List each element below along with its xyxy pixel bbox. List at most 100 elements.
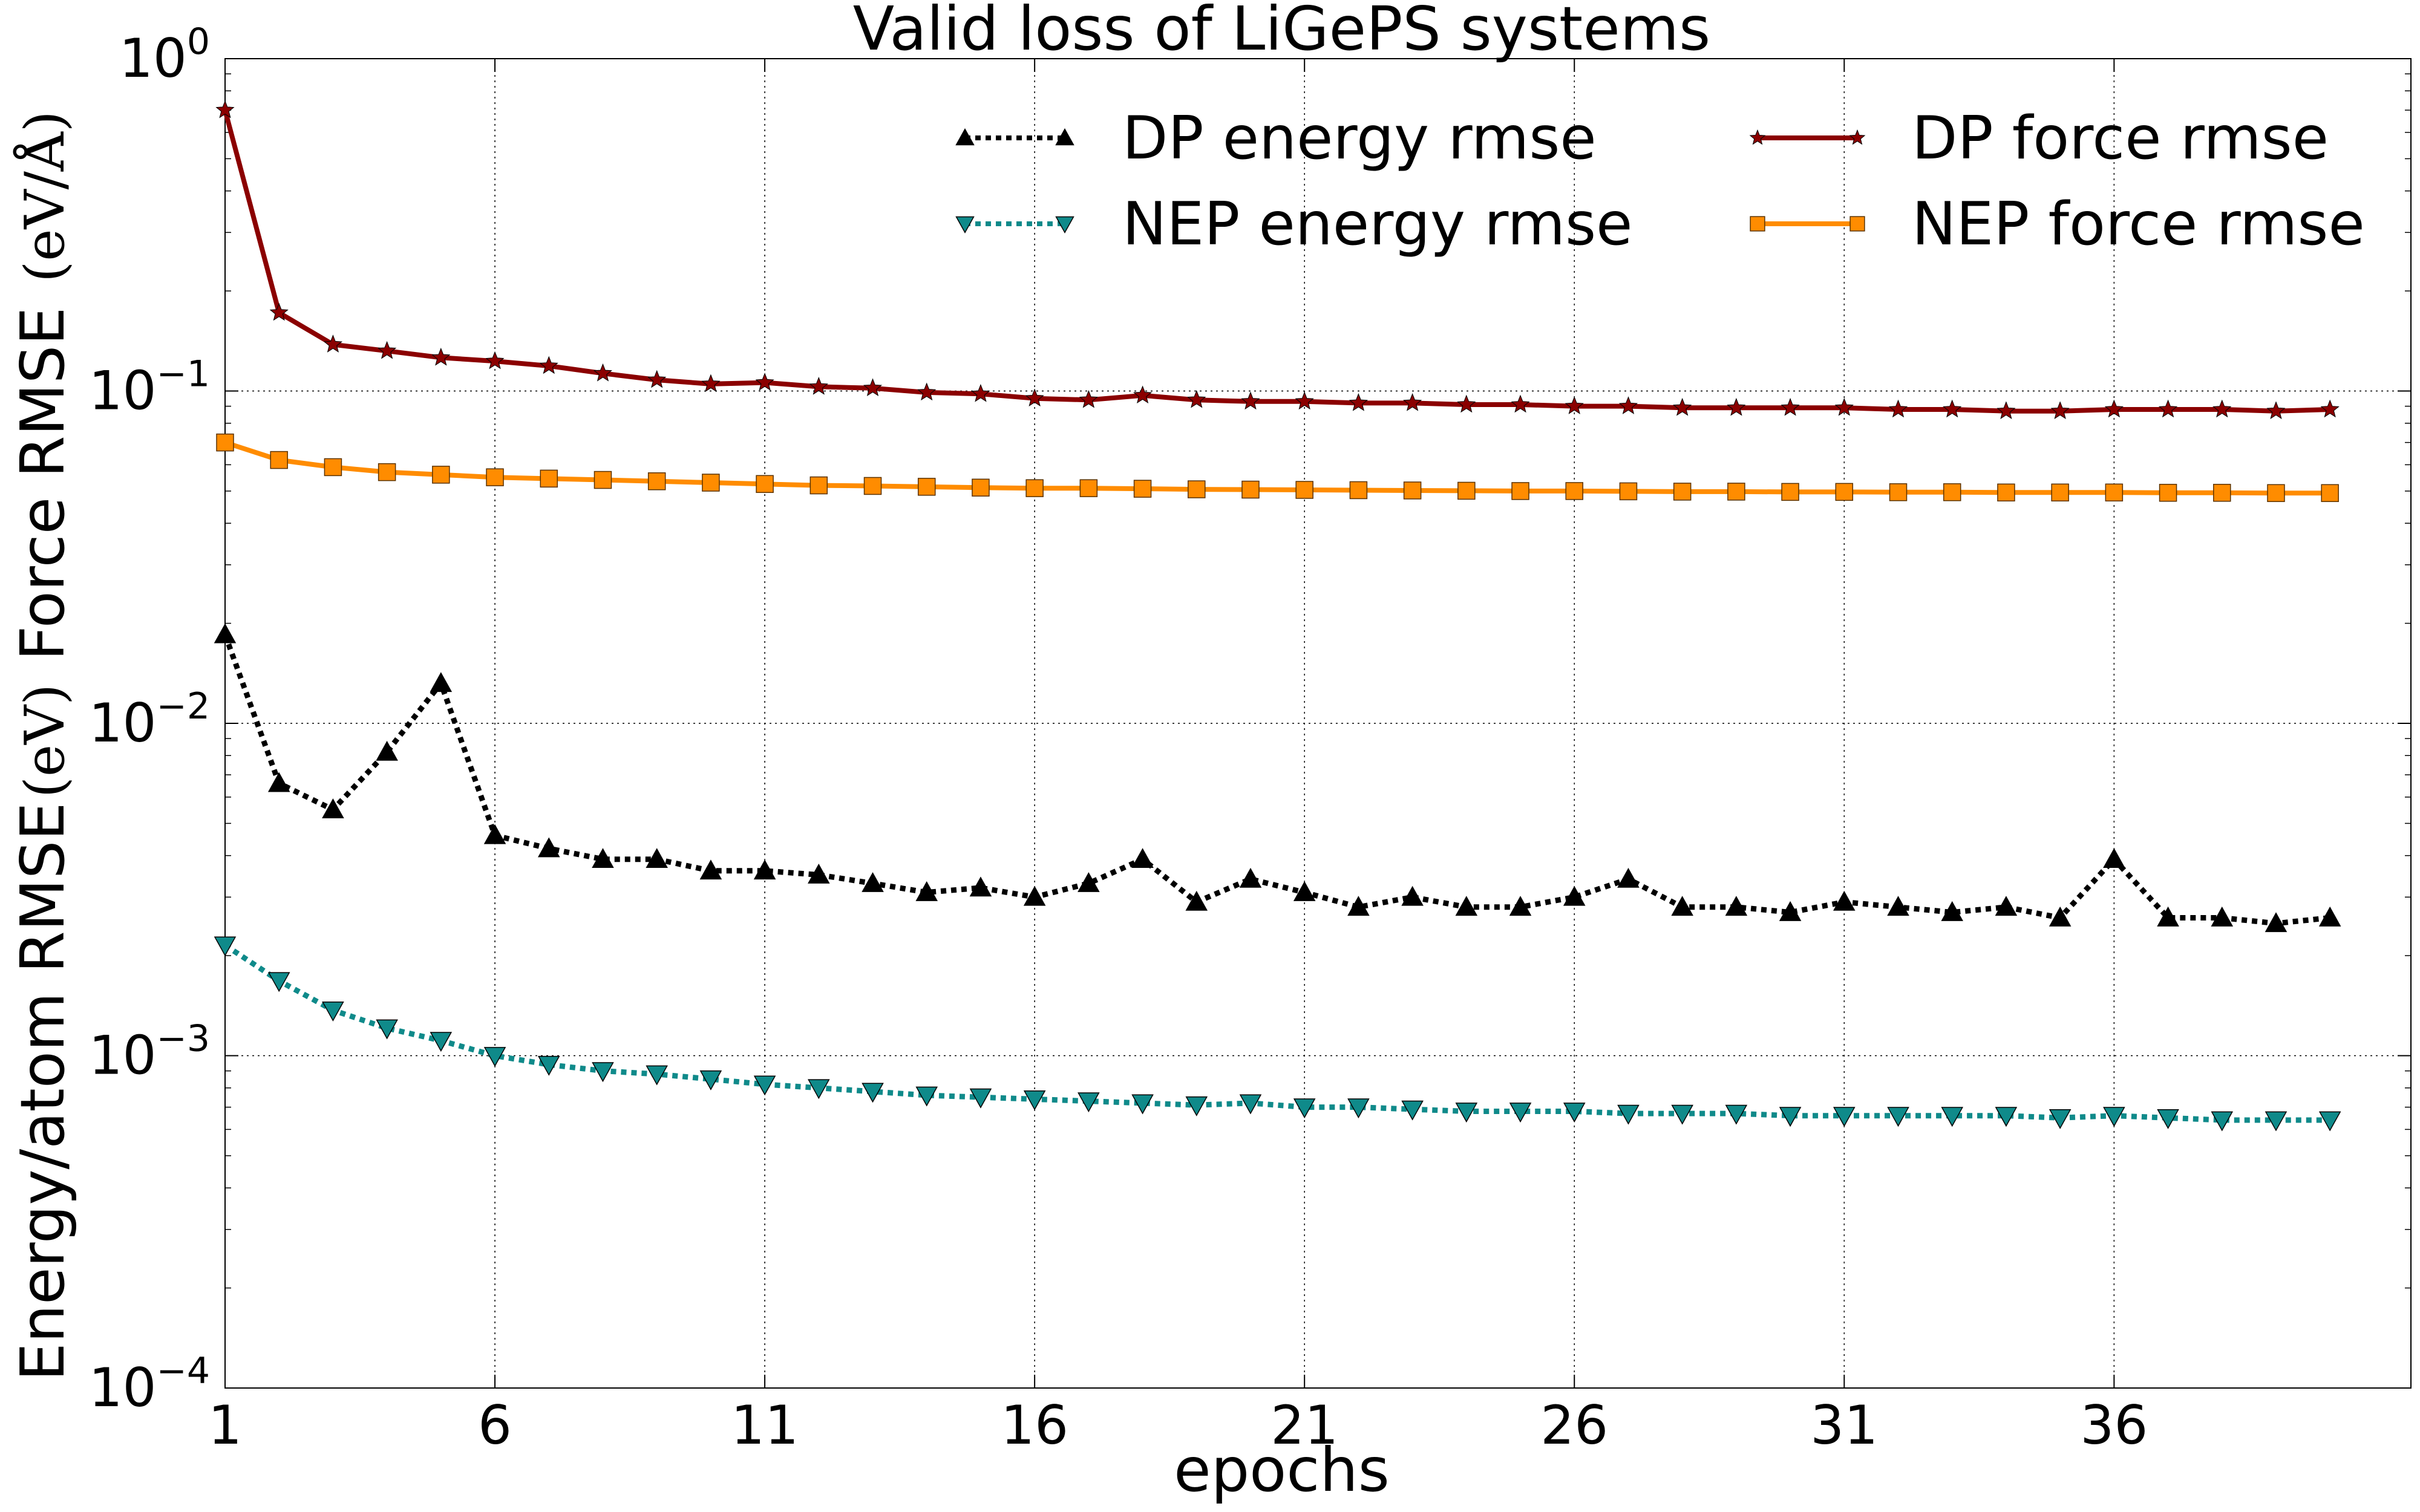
data-point bbox=[1023, 885, 1046, 906]
data-point bbox=[1079, 389, 1098, 408]
data-point bbox=[1455, 1103, 1478, 1123]
series-dp-force-rmse bbox=[215, 100, 2340, 420]
data-point bbox=[483, 1047, 506, 1067]
legend-label: DP energy rmse bbox=[1122, 104, 1597, 173]
data-point bbox=[1779, 901, 1802, 921]
data-point bbox=[915, 881, 938, 901]
data-point bbox=[2318, 906, 2341, 927]
data-point bbox=[2265, 912, 2288, 933]
x-axis-title: epochs bbox=[1174, 1435, 1390, 1505]
data-point bbox=[1131, 1094, 1154, 1115]
legend-marker bbox=[1055, 128, 1074, 146]
data-point bbox=[1941, 901, 1963, 921]
data-point bbox=[972, 478, 990, 497]
data-point bbox=[809, 377, 828, 395]
data-point bbox=[1725, 1104, 1748, 1125]
legend-item: NEP energy rmse bbox=[955, 190, 1632, 259]
data-point bbox=[862, 872, 884, 892]
legend-item: NEP force rmse bbox=[1750, 190, 2365, 259]
data-point bbox=[701, 374, 721, 393]
data-point bbox=[1835, 483, 1854, 501]
data-point bbox=[378, 463, 396, 481]
data-point bbox=[1511, 482, 1529, 500]
data-point bbox=[2103, 1107, 2125, 1127]
data-point bbox=[215, 100, 235, 119]
data-point bbox=[1833, 1107, 1856, 1127]
data-point bbox=[2211, 1111, 2234, 1132]
data-point bbox=[1996, 401, 2016, 420]
data-point bbox=[376, 740, 398, 761]
data-point bbox=[2050, 401, 2070, 420]
data-point bbox=[646, 848, 668, 868]
data-point bbox=[1457, 394, 1476, 413]
y-tick-label: 10−3 bbox=[89, 1018, 210, 1087]
series-dp-energy-rmse bbox=[214, 623, 2341, 933]
data-point bbox=[1133, 385, 1153, 404]
data-point bbox=[1455, 896, 1478, 916]
y-axis-label-energy: Energy/atom RMSE bbox=[7, 802, 78, 1381]
data-point bbox=[1833, 890, 1856, 911]
data-point bbox=[1673, 397, 1692, 416]
data-point bbox=[1079, 479, 1098, 497]
data-point bbox=[1887, 896, 1909, 916]
data-point bbox=[323, 334, 343, 353]
data-point bbox=[1563, 1103, 1586, 1123]
data-point bbox=[1888, 399, 1908, 418]
data-point bbox=[1997, 483, 2015, 502]
data-point bbox=[269, 302, 289, 321]
data-point bbox=[2320, 399, 2340, 418]
legend-item: DP force rmse bbox=[1749, 104, 2329, 173]
legend-item: DP energy rmse bbox=[955, 104, 1597, 173]
legend-marker bbox=[1750, 216, 1765, 232]
data-point bbox=[2321, 484, 2339, 503]
data-point bbox=[483, 824, 506, 844]
data-point bbox=[1025, 479, 1044, 497]
data-point bbox=[1187, 389, 1206, 408]
data-point bbox=[324, 458, 342, 477]
data-point bbox=[267, 772, 290, 792]
data-point bbox=[1725, 896, 1748, 916]
data-point bbox=[755, 373, 774, 391]
data-point bbox=[432, 466, 450, 484]
data-point bbox=[2105, 483, 2124, 502]
data-point bbox=[971, 383, 990, 402]
x-tick-label: 16 bbox=[1001, 1394, 1068, 1456]
x-tick-label: 11 bbox=[731, 1394, 799, 1456]
data-point bbox=[862, 1083, 884, 1103]
data-point bbox=[1617, 1104, 1640, 1125]
data-point bbox=[809, 476, 828, 495]
data-point bbox=[969, 876, 992, 897]
data-point bbox=[594, 471, 612, 489]
x-tick-label: 26 bbox=[1540, 1394, 1608, 1456]
x-tick-label: 31 bbox=[1810, 1394, 1878, 1456]
data-point bbox=[1781, 397, 1800, 416]
y-axis-label-force: Force RMSE bbox=[7, 307, 78, 661]
data-point bbox=[378, 341, 397, 359]
legend-marker bbox=[1849, 129, 1866, 145]
data-point bbox=[1943, 483, 1961, 501]
data-point bbox=[1401, 885, 1424, 906]
data-point bbox=[2157, 1109, 2179, 1129]
data-point bbox=[1293, 881, 1316, 901]
legend-marker bbox=[955, 216, 975, 233]
data-point bbox=[1241, 480, 1260, 499]
x-tick-label: 36 bbox=[2080, 1394, 2148, 1456]
data-point bbox=[699, 859, 722, 880]
series-line bbox=[223, 943, 2330, 1123]
data-point bbox=[1671, 896, 1693, 916]
data-point bbox=[1617, 867, 1640, 888]
y-tick-label: 10−4 bbox=[89, 1350, 210, 1419]
legend-marker bbox=[1849, 216, 1865, 232]
data-point bbox=[1349, 481, 1368, 500]
data-point bbox=[322, 1002, 344, 1022]
data-point bbox=[2103, 848, 2125, 868]
y-tick-label: 100 bbox=[119, 21, 210, 90]
series-line bbox=[223, 109, 2330, 414]
y-tick-label: 10−2 bbox=[89, 685, 210, 754]
data-point bbox=[1401, 1100, 1424, 1121]
data-point bbox=[430, 672, 453, 692]
data-point bbox=[593, 363, 613, 382]
data-point bbox=[1834, 397, 1854, 416]
